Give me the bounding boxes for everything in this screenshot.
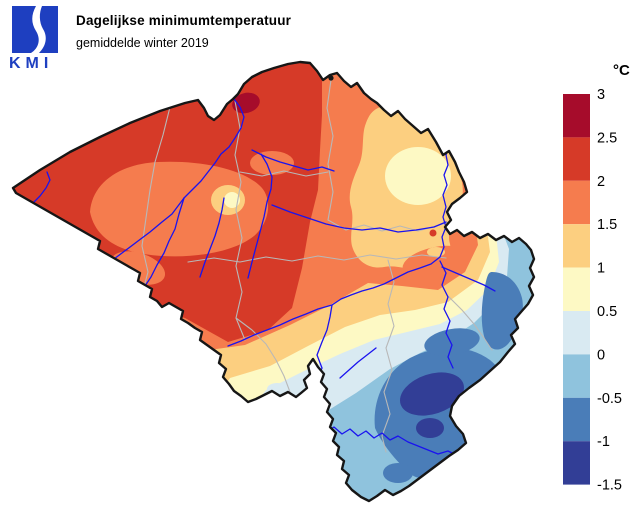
legend-swatch bbox=[563, 137, 590, 181]
kmi-logo-icon bbox=[12, 6, 39, 53]
river-dender bbox=[199, 197, 225, 278]
zone-darkblue-main bbox=[400, 372, 464, 416]
legend-swatch bbox=[563, 267, 590, 311]
zone-red-maas-dot bbox=[429, 229, 437, 237]
zone-steelblue-band-north bbox=[424, 328, 480, 356]
province-border bbox=[235, 317, 291, 393]
legend-swatch bbox=[563, 180, 590, 225]
river-demer-albertcanal bbox=[271, 204, 447, 233]
zone-cream-flanders-dot bbox=[224, 192, 240, 208]
kmi-logo: KMI bbox=[9, 6, 58, 70]
temperature-zones bbox=[13, 62, 534, 501]
legend-tick: 2 bbox=[597, 174, 605, 190]
legend-tick: 0.5 bbox=[597, 304, 617, 320]
color-scale-legend: °C 3 2.5 2 1.5 1 0.5 0 -0.5 -1 -1.5 bbox=[563, 62, 630, 494]
zone-cream-limburg-pocket bbox=[385, 147, 451, 205]
province-borders bbox=[140, 79, 493, 453]
kmi-logo-icon bbox=[39, 6, 58, 53]
legend-tick: 2.5 bbox=[597, 130, 617, 146]
zone-orange-meuse-valley bbox=[402, 245, 470, 279]
baarle-hertog-enclave-dot bbox=[328, 75, 334, 81]
page-subtitle: gemiddelde winter 2019 bbox=[76, 36, 209, 50]
province-border bbox=[140, 106, 171, 299]
zone-cream-semois-dot bbox=[320, 417, 330, 425]
zone-darkred-antwerp bbox=[232, 92, 260, 114]
river-vesdre bbox=[441, 266, 496, 292]
page-title: Dagelijkse minimumtemperatuur bbox=[76, 13, 292, 28]
legend-swatch bbox=[563, 441, 590, 485]
legend-tick: -1 bbox=[597, 434, 610, 450]
zone-orange-antwerp-south-patch bbox=[250, 151, 294, 175]
legend-tick: -0.5 bbox=[597, 391, 622, 407]
province-border bbox=[187, 254, 447, 263]
legend-tick: 0 bbox=[597, 347, 605, 363]
river-semois bbox=[317, 424, 477, 457]
legend-swatch bbox=[563, 94, 590, 138]
zone-steelblue-eupen bbox=[481, 272, 523, 350]
river-schelde-lower bbox=[183, 98, 245, 199]
river-ourthe bbox=[439, 260, 454, 369]
legend-tick: 1.5 bbox=[597, 217, 617, 233]
legend-swatch bbox=[563, 397, 590, 442]
province-border bbox=[239, 170, 329, 177]
zone-darkblue-small bbox=[416, 418, 444, 438]
legend-swatch bbox=[563, 224, 590, 268]
province-border bbox=[326, 79, 334, 221]
legend-swatch bbox=[563, 311, 590, 355]
province-border bbox=[234, 100, 246, 341]
rivers bbox=[27, 98, 496, 457]
river-lesse bbox=[339, 347, 377, 379]
legend-tick: 1 bbox=[597, 261, 605, 277]
river-nete bbox=[251, 149, 335, 172]
legend-unit-label: °C bbox=[613, 62, 630, 79]
province-border bbox=[447, 295, 493, 351]
legend-tick: 3 bbox=[597, 87, 605, 103]
province-border bbox=[381, 259, 395, 453]
country-border-belgium bbox=[11, 60, 536, 503]
legend-tick: -1.5 bbox=[597, 478, 622, 494]
zone-orange-central-flanders bbox=[90, 161, 269, 257]
legend-swatch bbox=[563, 354, 590, 398]
river-maas bbox=[316, 145, 450, 395]
zone-steelblue-gaume-spot bbox=[383, 463, 413, 483]
river-zenne-dijle bbox=[247, 153, 273, 279]
kmi-logo-text: KMI bbox=[9, 55, 53, 70]
river-sambre bbox=[227, 304, 333, 347]
